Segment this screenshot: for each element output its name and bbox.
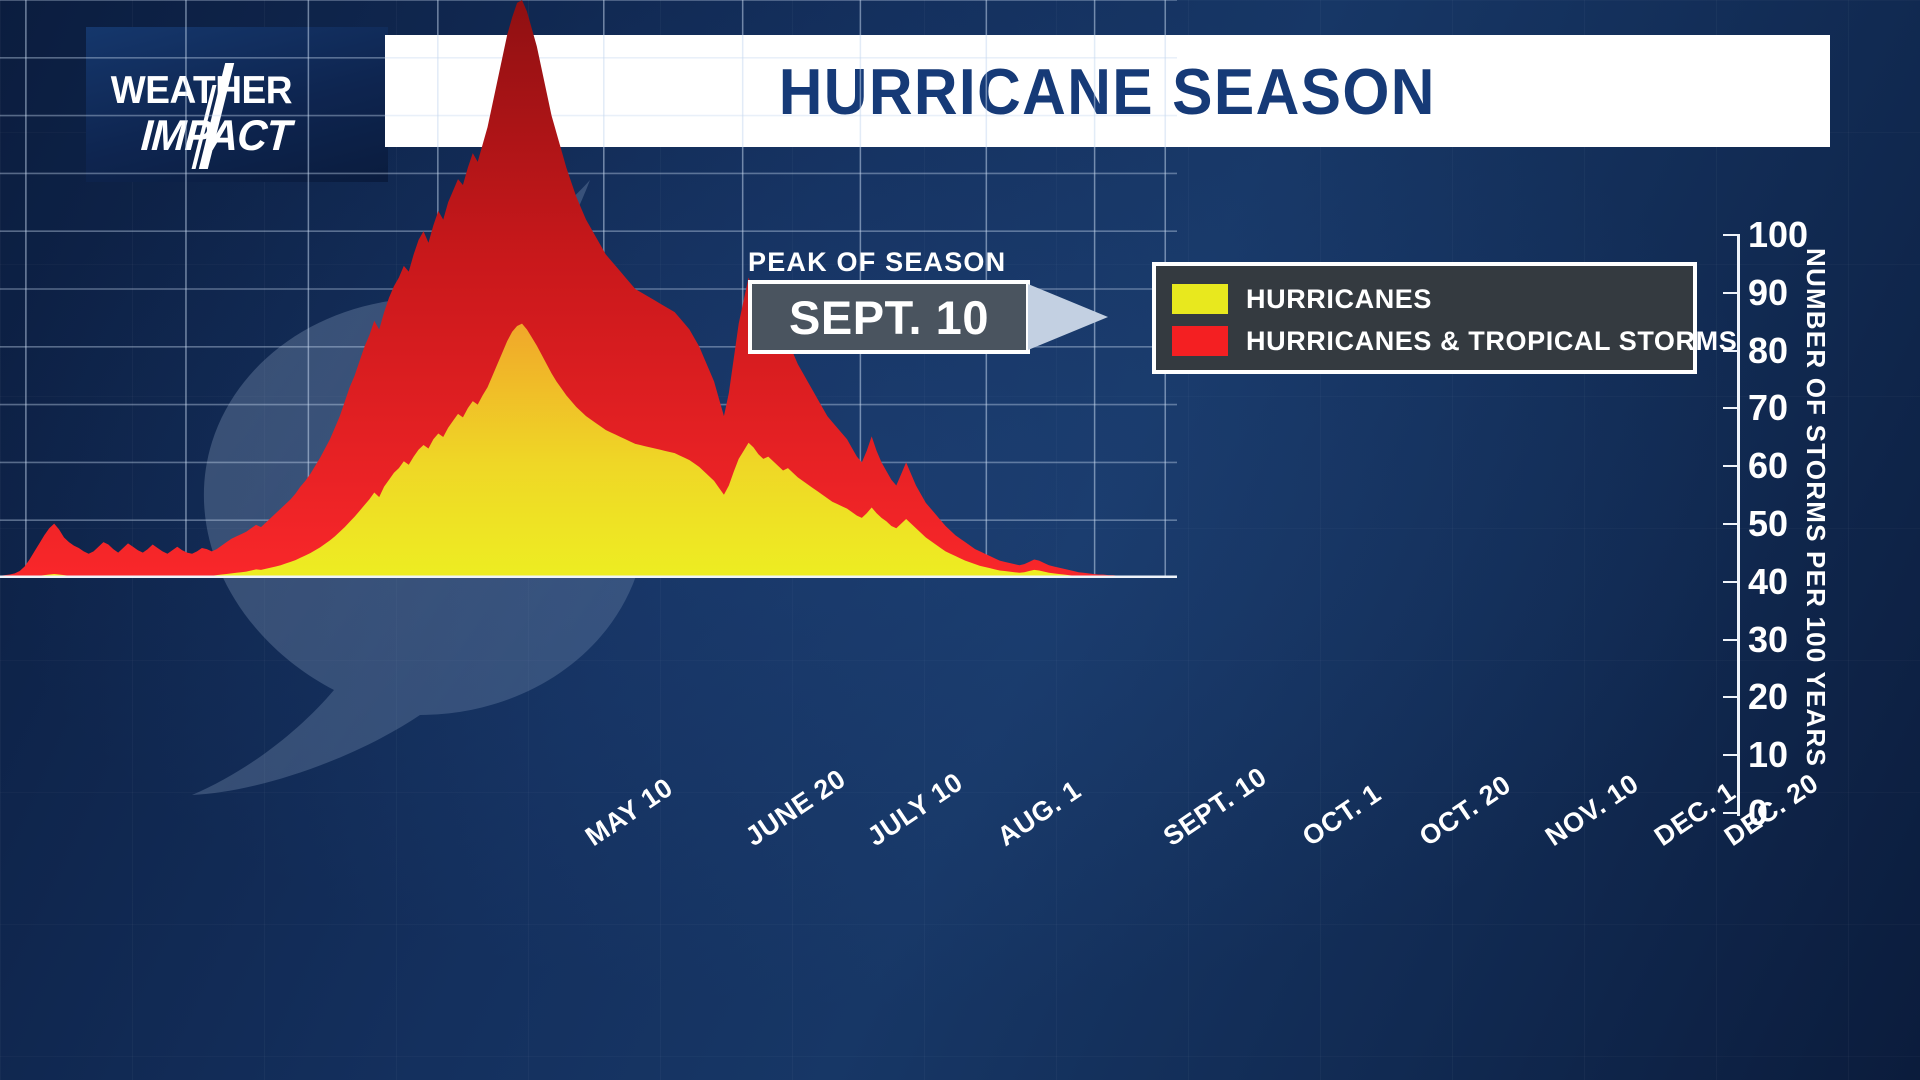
legend-item-hurricanes: HURRICANES <box>1172 278 1677 320</box>
peak-of-season-label: PEAK OF SEASON <box>748 247 1007 277</box>
y-axis-tick-label: 60 <box>1748 445 1789 487</box>
peak-date-value: SEPT. 10 <box>789 290 989 344</box>
y-axis-tick-label: 70 <box>1748 387 1789 429</box>
hurricanes-area <box>0 323 1177 578</box>
y-axis-line <box>1737 235 1740 816</box>
x-axis-tick-label: JULY 10 <box>862 766 969 852</box>
y-axis-tick <box>1723 291 1740 294</box>
y-axis-tick <box>1723 407 1740 410</box>
y-axis-tick <box>1723 349 1740 352</box>
x-axis-tick-label: OCT. 1 <box>1296 778 1387 852</box>
chart-legend: HURRICANES HURRICANES & TROPICAL STORMS <box>1152 262 1737 374</box>
title-bar: HURRICANE SEASON <box>385 35 1830 147</box>
y-axis-tick-label: 0 <box>1748 792 1769 833</box>
x-axis-tick-label: OCT. 20 <box>1414 769 1517 852</box>
y-axis-tick <box>1723 754 1740 757</box>
y-axis-tick <box>1723 638 1740 641</box>
y-axis-tick <box>1723 523 1740 525</box>
legend-swatch-hurricanes <box>1172 284 1228 314</box>
legend-swatch-tropical-storms <box>1172 326 1228 356</box>
legend-item-tropical-storms: HURRICANES & TROPICAL STORMS <box>1172 320 1737 362</box>
x-axis-tick-label: DEC. 20 <box>1719 767 1825 852</box>
x-axis-tick-label: NOV. 10 <box>1540 768 1645 852</box>
legend-label-tropical-storms: HURRICANES & TROPICAL STORMS <box>1246 325 1738 356</box>
y-axis-tick-label: 10 <box>1748 734 1789 776</box>
y-axis-tick <box>1723 812 1740 814</box>
y-axis-tick <box>1723 234 1740 236</box>
peak-date-box: SEPT. 10 <box>748 280 1030 354</box>
y-axis-tick-label: 30 <box>1748 618 1789 660</box>
page-title: HURRICANE SEASON <box>778 54 1437 128</box>
logo-line-weather: WEATHER <box>110 69 293 112</box>
tropical-storms-area <box>0 0 1177 578</box>
y-axis-tick-label: 50 <box>1748 503 1789 544</box>
y-axis-title: NUMBER OF STORMS PER 100 YEARS <box>1801 248 1831 768</box>
x-axis-tick-label: MAY 10 <box>579 772 679 852</box>
legend-label-hurricanes: HURRICANES <box>1246 283 1433 314</box>
weather-impact-logo: WEATHER IMPACT <box>86 27 388 182</box>
y-axis-tick <box>1723 696 1740 699</box>
y-axis-tick-label: 20 <box>1748 676 1789 718</box>
peak-pointer-arrow-icon <box>1028 284 1108 350</box>
y-axis-tick-label: 90 <box>1748 271 1789 313</box>
y-axis-tick-label: 80 <box>1748 329 1789 371</box>
y-axis-tick <box>1723 580 1740 583</box>
x-axis-tick-label: DEC. 1 <box>1648 776 1741 852</box>
y-axis-tick-label: 100 <box>1748 214 1809 255</box>
x-axis-tick-label: AUG. 1 <box>991 774 1087 852</box>
y-axis-tick-label: 40 <box>1748 560 1789 602</box>
y-axis-tick <box>1723 465 1740 468</box>
x-axis-tick-label: SEPT. 10 <box>1157 761 1272 852</box>
x-axis-tick-label: JUNE 20 <box>739 763 852 852</box>
